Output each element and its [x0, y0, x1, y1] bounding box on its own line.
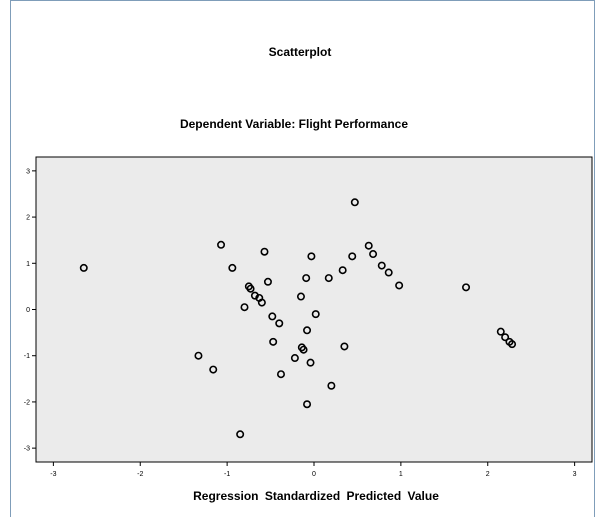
x-axis-label: Regression Standardized Predicted Value [193, 489, 439, 503]
y-tick-label: -1 [24, 353, 30, 360]
scatter-point [348, 252, 357, 261]
scatter-point [496, 327, 505, 336]
scatter-point [240, 303, 249, 312]
scatter-point [302, 274, 311, 283]
x-tick-label: 0 [312, 471, 316, 478]
scatter-point [508, 340, 517, 349]
x-tick-label: 1 [399, 471, 403, 478]
scatter-point [377, 261, 386, 270]
scatter-point [311, 310, 320, 319]
y-tick-label: 3 [26, 168, 30, 175]
y-tick-label: -2 [24, 399, 30, 406]
scatter-point [217, 240, 226, 249]
scatter-point [306, 358, 315, 367]
axis-ticks: -3 -2 -1 0 1 2 3 -3 -2 -1 0 1 2 3 [24, 168, 577, 478]
scatter-point [324, 274, 333, 283]
chart-title: Scatterplot [269, 45, 332, 59]
scatter-point [369, 250, 378, 259]
scatter-point [296, 292, 305, 301]
x-tick-label: 3 [573, 471, 577, 478]
x-tick-label: 2 [486, 471, 490, 478]
scatter-point [263, 277, 272, 286]
scatter-point [327, 381, 336, 390]
scatter-point [307, 252, 316, 261]
scatter-point [290, 354, 299, 363]
scatter-point [384, 268, 393, 277]
scatter-point [462, 283, 471, 292]
scatter-point [303, 326, 312, 335]
scatter-point [257, 298, 266, 307]
y-tick-label: -3 [24, 446, 30, 453]
x-tick-label: -2 [137, 471, 143, 478]
chart-subtitle: Dependent Variable: Flight Performance [180, 117, 408, 131]
scatter-point [268, 312, 277, 321]
scatter-point [236, 430, 245, 439]
scatter-point [350, 198, 359, 207]
scatter-point [79, 263, 88, 272]
scatter-point [501, 333, 510, 342]
x-tick-label: -1 [224, 471, 230, 478]
scatter-point [395, 281, 404, 290]
plot-area [35, 156, 593, 463]
scatter-point [228, 263, 237, 272]
scatter-point [246, 284, 255, 293]
scatter-point [303, 400, 312, 409]
x-tick-label: -3 [50, 471, 56, 478]
y-tick-label: 0 [26, 307, 30, 314]
scatter-point [276, 370, 285, 379]
scatter-point [299, 345, 308, 354]
y-tick-label: 1 [26, 261, 30, 268]
y-tick-label: 2 [26, 215, 30, 222]
scatter-point [275, 319, 284, 328]
scatter-point [194, 351, 203, 360]
scatter-point [260, 247, 269, 256]
scatter-point [209, 365, 218, 374]
scatter-point [340, 342, 349, 351]
data-points [79, 198, 517, 439]
scatter-point [338, 266, 347, 275]
scatter-point [364, 241, 373, 250]
scatter-point [269, 337, 278, 346]
